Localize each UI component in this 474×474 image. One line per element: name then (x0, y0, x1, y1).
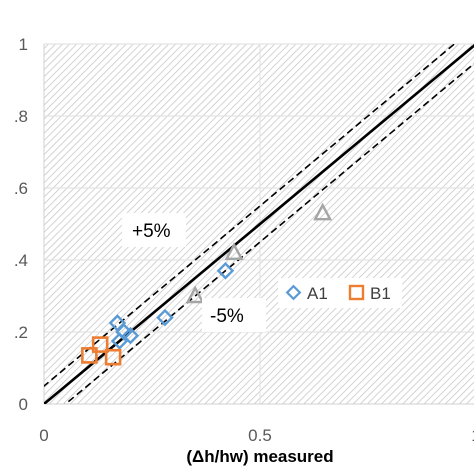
point-b1-1 (91, 336, 109, 353)
data-points (81, 202, 333, 366)
y-tick-label-4: .8 (14, 107, 28, 126)
legend-marker-b1 (348, 284, 365, 301)
legend-label-a1: A1 (307, 284, 328, 303)
point-b1-0 (81, 347, 98, 364)
x-tick-labels: 00.51 (39, 426, 474, 445)
point-a1-5 (216, 262, 235, 280)
legend-label-b1: B1 (370, 284, 391, 303)
annotation-minus-bg (202, 298, 266, 332)
y-tick-label-1: .2 (14, 323, 28, 342)
annotation-plus-5-percent: +5% (132, 221, 171, 242)
x-axis-label: (Δh/hw) measured (186, 447, 333, 466)
y-tick-label-2: .4 (14, 251, 28, 270)
point-series2-0 (185, 285, 205, 304)
y-tick-label-3: .6 (14, 179, 28, 198)
y-tick-labels: 0 .2 .4 .6 .8 1 (14, 35, 28, 414)
reference-line-2 (64, 62, 474, 404)
point-a1-3 (121, 326, 140, 345)
point-b1-2 (104, 348, 122, 366)
y-tick-label-0: 0 (19, 395, 28, 414)
annotation-plus-bg (122, 213, 186, 247)
x-tick-label-2: 1 (471, 426, 474, 445)
point-series2-2 (313, 202, 333, 221)
point-a1-2 (115, 323, 133, 341)
point-series2-1 (224, 242, 244, 260)
y-tick-label-5: 1 (19, 35, 28, 54)
point-a1-4 (156, 308, 174, 327)
x-tick-label-1: 0.5 (248, 426, 272, 445)
legend: A1 B1 (278, 278, 402, 308)
x-tick-label-0: 0 (39, 426, 48, 445)
annotation-minus-5-percent: -5% (210, 306, 244, 327)
legend-marker-a1 (285, 284, 302, 301)
